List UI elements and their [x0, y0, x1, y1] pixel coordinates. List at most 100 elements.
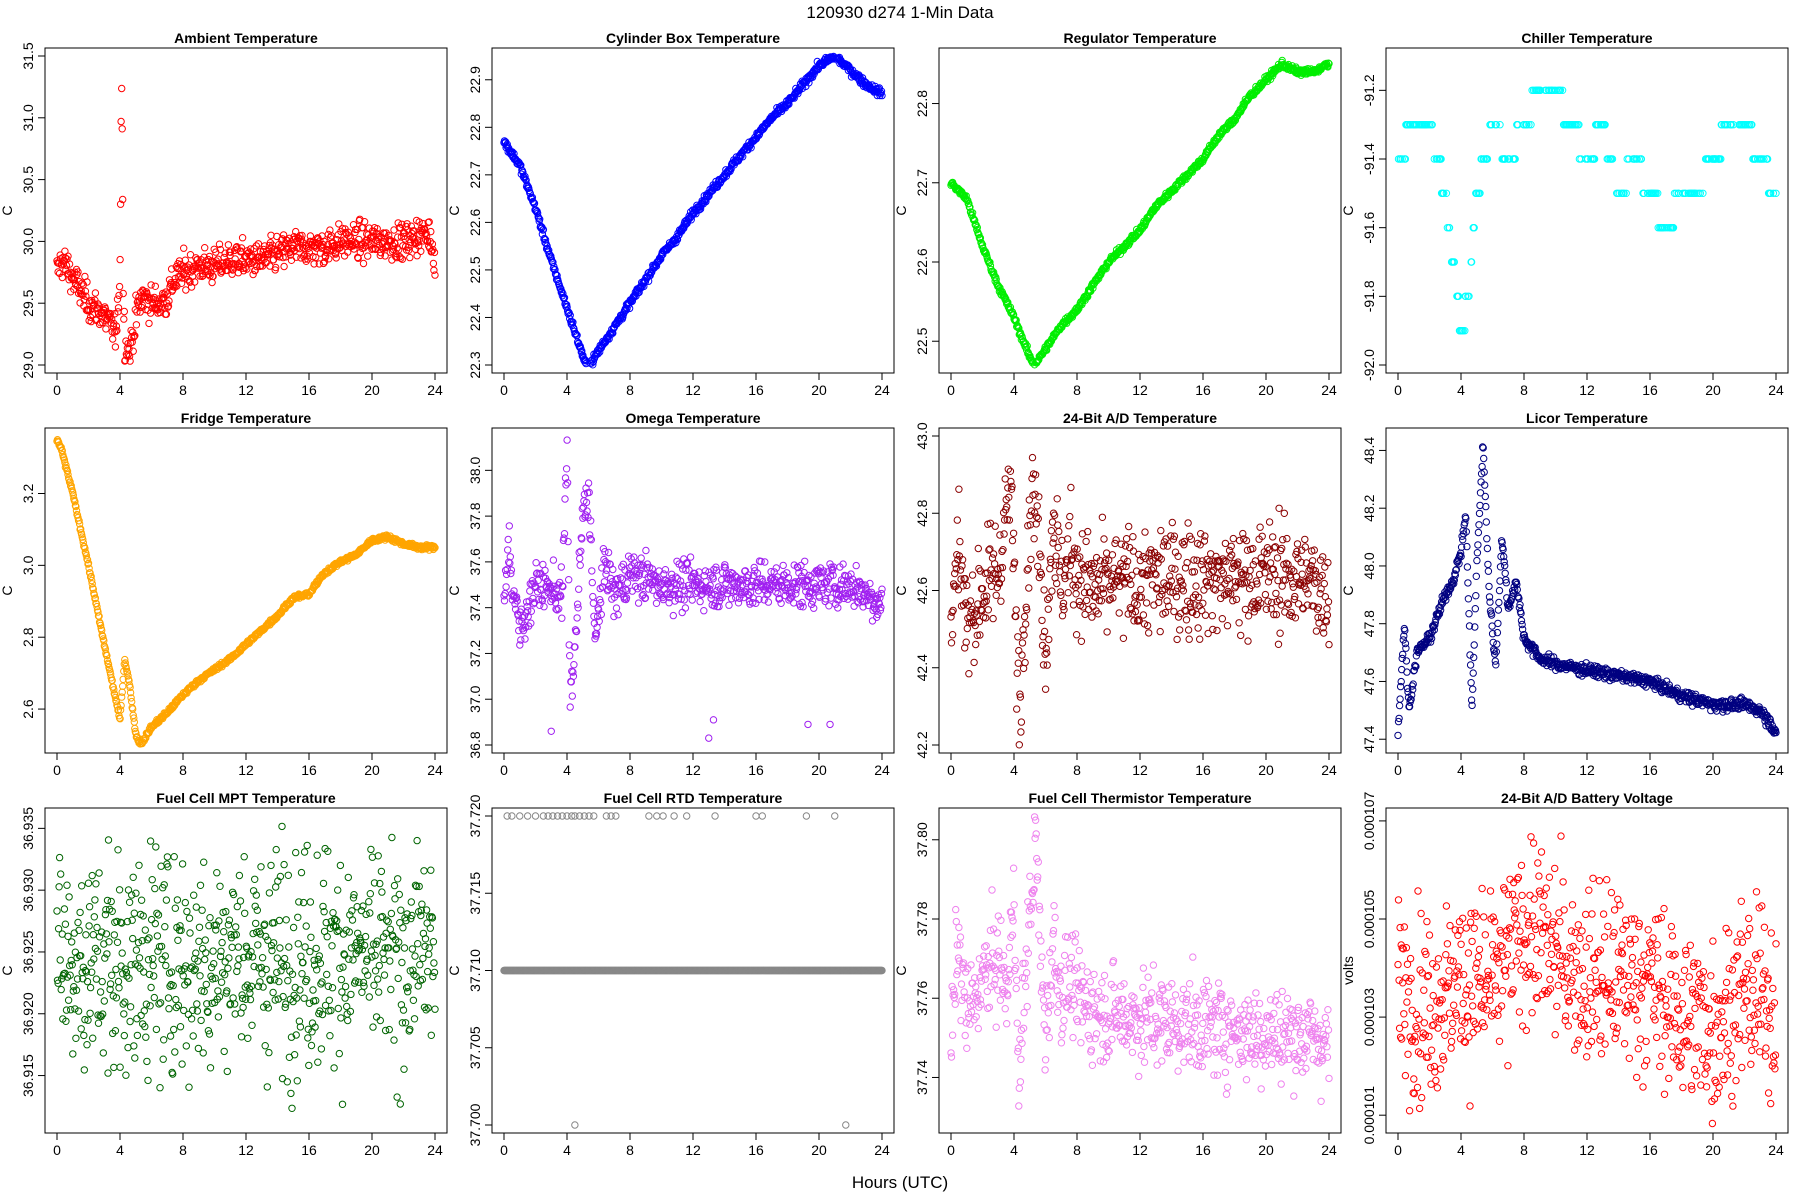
data-point	[502, 583, 510, 591]
data-point	[1536, 86, 1545, 95]
data-point	[965, 670, 973, 678]
data-point	[1184, 519, 1192, 527]
data-point	[191, 278, 199, 286]
x-tick-label: 8	[626, 762, 634, 778]
y-tick-label: -91.8	[1361, 280, 1377, 312]
data-point	[298, 231, 306, 240]
data-point	[1279, 536, 1287, 544]
data-point	[127, 326, 135, 335]
x-tick-label: 20	[1258, 762, 1274, 778]
x-tick-label: 24	[1321, 382, 1337, 398]
data-point	[182, 286, 190, 294]
data-point	[417, 247, 425, 256]
x-tick-label: 20	[1705, 382, 1721, 398]
data-point	[131, 332, 139, 340]
x-tick-label: 0	[500, 762, 508, 778]
data-point	[395, 246, 403, 254]
data-point	[427, 227, 435, 236]
y-axis-label: C	[446, 205, 462, 215]
data-point	[82, 292, 90, 300]
data-point	[992, 275, 1000, 284]
data-point	[391, 239, 399, 248]
data-point	[325, 255, 333, 263]
data-point	[243, 265, 251, 273]
data-point	[106, 309, 115, 318]
data-point	[801, 557, 809, 565]
data-point	[652, 599, 661, 607]
data-point	[508, 148, 517, 156]
data-point	[1017, 718, 1026, 726]
data-point	[655, 567, 663, 575]
plot-frame	[1385, 47, 1789, 374]
x-tick-label: 16	[1642, 762, 1658, 778]
data-point	[215, 261, 223, 269]
data-point	[1053, 579, 1061, 588]
x-tick-label: 4	[1010, 762, 1018, 778]
data-point	[1476, 189, 1484, 198]
y-tick-label: 22.6	[467, 209, 483, 236]
data-point	[83, 278, 91, 286]
data-point	[112, 322, 121, 330]
data-point	[1437, 155, 1445, 163]
data-point	[123, 352, 131, 360]
data-point	[1217, 584, 1225, 592]
y-tick-label: 38.0	[467, 456, 483, 483]
x-tick-label: 4	[1457, 762, 1465, 778]
data-point	[538, 230, 547, 239]
data-point	[1608, 155, 1617, 163]
data-point	[112, 327, 120, 336]
data-point	[1052, 552, 1060, 560]
y-tick-label: 36.8	[467, 731, 483, 758]
data-point	[249, 270, 257, 279]
x-tick-label: 16	[301, 762, 317, 778]
data-point	[1556, 86, 1565, 95]
data-point	[834, 604, 842, 612]
data-point	[1772, 189, 1780, 198]
data-point	[1601, 121, 1609, 129]
data-point	[1440, 189, 1448, 198]
data-point	[57, 443, 65, 451]
data-point	[1018, 639, 1027, 647]
x-tick-label: 8	[179, 382, 187, 398]
data-point	[727, 595, 736, 603]
x-tick-label: 16	[1642, 382, 1658, 398]
data-point	[422, 232, 431, 240]
data-point	[128, 697, 136, 706]
data-point	[1622, 189, 1630, 198]
data-point	[1108, 551, 1117, 559]
data-point	[382, 229, 390, 237]
data-point	[562, 465, 571, 473]
data-point	[989, 268, 998, 276]
data-point	[426, 237, 434, 246]
data-point	[58, 273, 66, 282]
data-point	[1274, 640, 1283, 648]
series-points	[53, 84, 439, 365]
data-point	[306, 232, 315, 240]
data-point	[1269, 533, 1277, 541]
data-point	[360, 218, 369, 226]
data-point	[1182, 616, 1191, 624]
data-point	[989, 614, 997, 623]
x-tick-label: 24	[1768, 762, 1784, 778]
data-point	[1091, 580, 1099, 588]
data-point	[546, 250, 554, 259]
data-point	[1272, 589, 1280, 598]
data-point	[1089, 284, 1097, 292]
y-tick-label: 22.3	[467, 351, 483, 378]
y-tick-label: 48.4	[1361, 437, 1377, 464]
data-point	[565, 576, 573, 584]
data-point	[119, 195, 127, 204]
data-point	[1244, 637, 1252, 645]
x-tick-label: 4	[563, 382, 571, 398]
data-point	[251, 266, 259, 275]
panel-title: Omega Temperature	[625, 410, 760, 426]
data-point	[1312, 627, 1321, 635]
data-point	[1067, 483, 1075, 492]
data-point	[1069, 601, 1078, 609]
x-tick-label: 0	[947, 382, 955, 398]
data-point	[702, 577, 710, 586]
data-point	[1021, 620, 1030, 628]
data-point	[60, 456, 69, 464]
y-axis-label: C	[446, 585, 462, 595]
